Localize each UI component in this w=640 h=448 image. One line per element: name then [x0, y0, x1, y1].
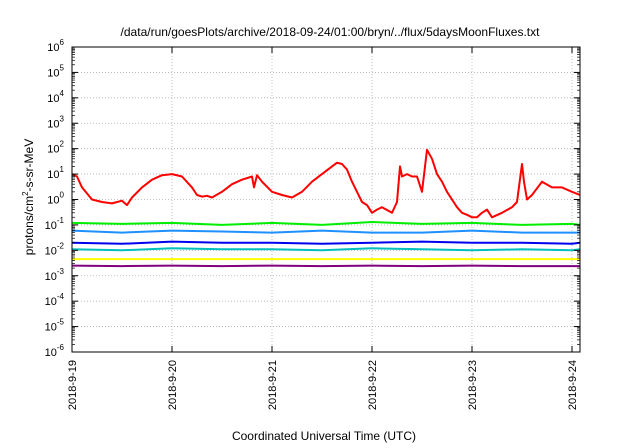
y-tick-exp: 0 [60, 191, 65, 200]
y-tick-exp: 1 [60, 165, 65, 174]
y-tick-exp: -3 [57, 267, 65, 276]
y-axis-label-base: protons/cm [22, 196, 36, 255]
y-tick-labels: 10-610-510-410-310-210-11001011021031041… [45, 38, 65, 359]
y-tick-exp: -2 [57, 241, 65, 250]
y-tick-base: 10 [47, 169, 59, 181]
x-tick-label: 2018-9-20 [167, 360, 179, 410]
series-line-1 [71, 148, 581, 219]
y-tick-base: 10 [47, 67, 59, 79]
y-tick-exp: 2 [60, 140, 65, 149]
y-tick-label: 10-6 [45, 343, 65, 359]
axis-ticks [71, 46, 580, 353]
y-tick-label: 104 [47, 89, 64, 105]
y-tick-exp: 3 [60, 114, 65, 123]
y-tick-base: 10 [45, 296, 57, 308]
y-tick-label: 105 [47, 63, 64, 79]
y-tick-exp: -1 [57, 216, 65, 225]
y-tick-base: 10 [45, 347, 57, 359]
x-tick-label: 2018-9-22 [367, 360, 379, 410]
y-tick-label: 106 [47, 38, 64, 54]
y-tick-label: 10-4 [45, 292, 65, 308]
y-tick-exp: -5 [57, 318, 65, 327]
series-line-2 [71, 221, 581, 226]
plot-frame [71, 46, 581, 353]
y-tick-label: 10-3 [45, 267, 65, 283]
y-tick-base: 10 [47, 144, 59, 156]
y-tick-base: 10 [45, 322, 57, 334]
y-tick-base: 10 [47, 118, 59, 130]
y-axis-label-sup: 2 [21, 191, 30, 196]
y-axis-label-rest: -s-sr-MeV [22, 139, 36, 192]
y-tick-label: 10-2 [45, 241, 65, 257]
y-tick-label: 102 [47, 140, 64, 156]
y-tick-exp: -4 [57, 292, 65, 301]
grid-lines [72, 47, 580, 352]
y-axis-label: protons/cm2-s-sr-MeV [21, 139, 36, 255]
y-tick-label: 103 [47, 114, 64, 130]
y-tick-base: 10 [45, 271, 57, 283]
y-tick-base: 10 [47, 93, 59, 105]
y-tick-base: 10 [45, 245, 57, 257]
y-tick-base: 10 [47, 42, 59, 54]
x-tick-labels: 2018-9-19 2018-9-20 2018-9-21 2018-9-22 2018… [67, 360, 579, 410]
y-tick-exp: 4 [60, 89, 65, 98]
series-group [71, 148, 581, 268]
y-tick-exp: -6 [57, 343, 65, 352]
y-tick-exp: 6 [60, 38, 65, 47]
y-tick-label: 10-5 [45, 318, 65, 334]
x-axis-label: Coordinated Universal Time (UTC) [232, 429, 416, 443]
series-line-4 [71, 240, 581, 245]
y-tick-label: 10-1 [45, 216, 65, 232]
chart-title: /data/run/goesPlots/archive/2018-09-24/0… [121, 25, 541, 39]
y-tick-label: 100 [47, 191, 64, 207]
x-tick-label: 2018-9-21 [267, 360, 279, 410]
y-tick-exp: 5 [60, 63, 65, 72]
y-tick-base: 10 [47, 195, 59, 207]
series-line-3 [71, 229, 580, 234]
x-tick-label: 2018-9-24 [567, 360, 579, 410]
series-line-7 [71, 264, 580, 268]
y-tick-base: 10 [45, 220, 57, 232]
x-tick-label: 2018-9-23 [467, 360, 479, 410]
x-tick-label: 2018-9-19 [67, 360, 79, 410]
series-line-5 [71, 247, 581, 252]
y-tick-label: 101 [47, 165, 64, 181]
